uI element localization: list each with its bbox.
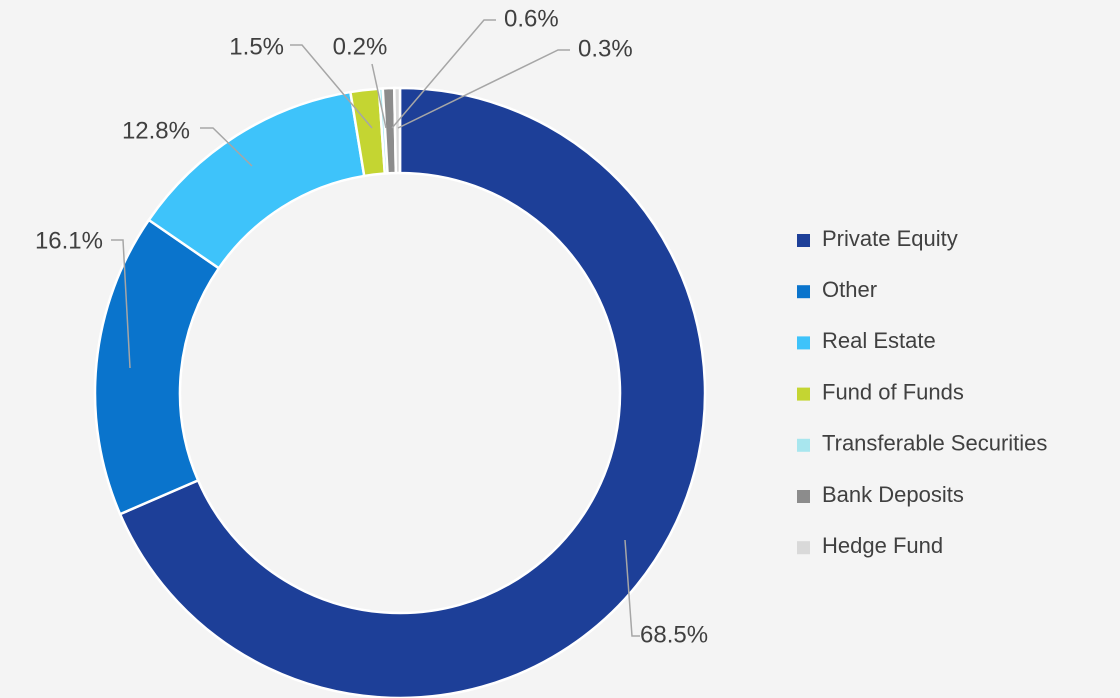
leader-line [200,127,253,167]
data-label: 12.8% [122,117,190,144]
legend-label: Other [822,277,877,302]
data-label: 1.5% [229,33,284,60]
leader-line [371,63,387,129]
data-label: 68.5% [640,621,708,648]
data-label: 0.2% [333,33,388,60]
legend-label: Transferable Securities [822,431,1047,456]
legend-swatch [797,336,810,350]
data-label: 0.3% [578,35,633,62]
legend-swatch [797,285,810,299]
donut-slice [93,218,221,516]
legend-label: Bank Deposits [822,482,964,507]
legend-label: Hedge Fund [822,533,943,558]
legend-swatch [797,234,810,247]
leader-line [391,19,496,129]
legend-label: Private Equity [822,226,958,251]
data-label: 0.6% [504,5,559,32]
leader-line [397,49,570,129]
data-label: 16.1% [35,227,103,254]
legend-label: Real Estate [822,328,936,353]
leader-line [290,44,373,129]
legend-swatch [797,387,810,401]
legend-label: Fund of Funds [822,379,964,404]
donut-slice [118,86,707,698]
legend-swatch [797,541,810,555]
legend-swatch [797,438,810,452]
leader-line [111,239,131,369]
leader-line [624,539,640,637]
legend-swatch [797,490,810,503]
donut-slice [392,86,402,175]
